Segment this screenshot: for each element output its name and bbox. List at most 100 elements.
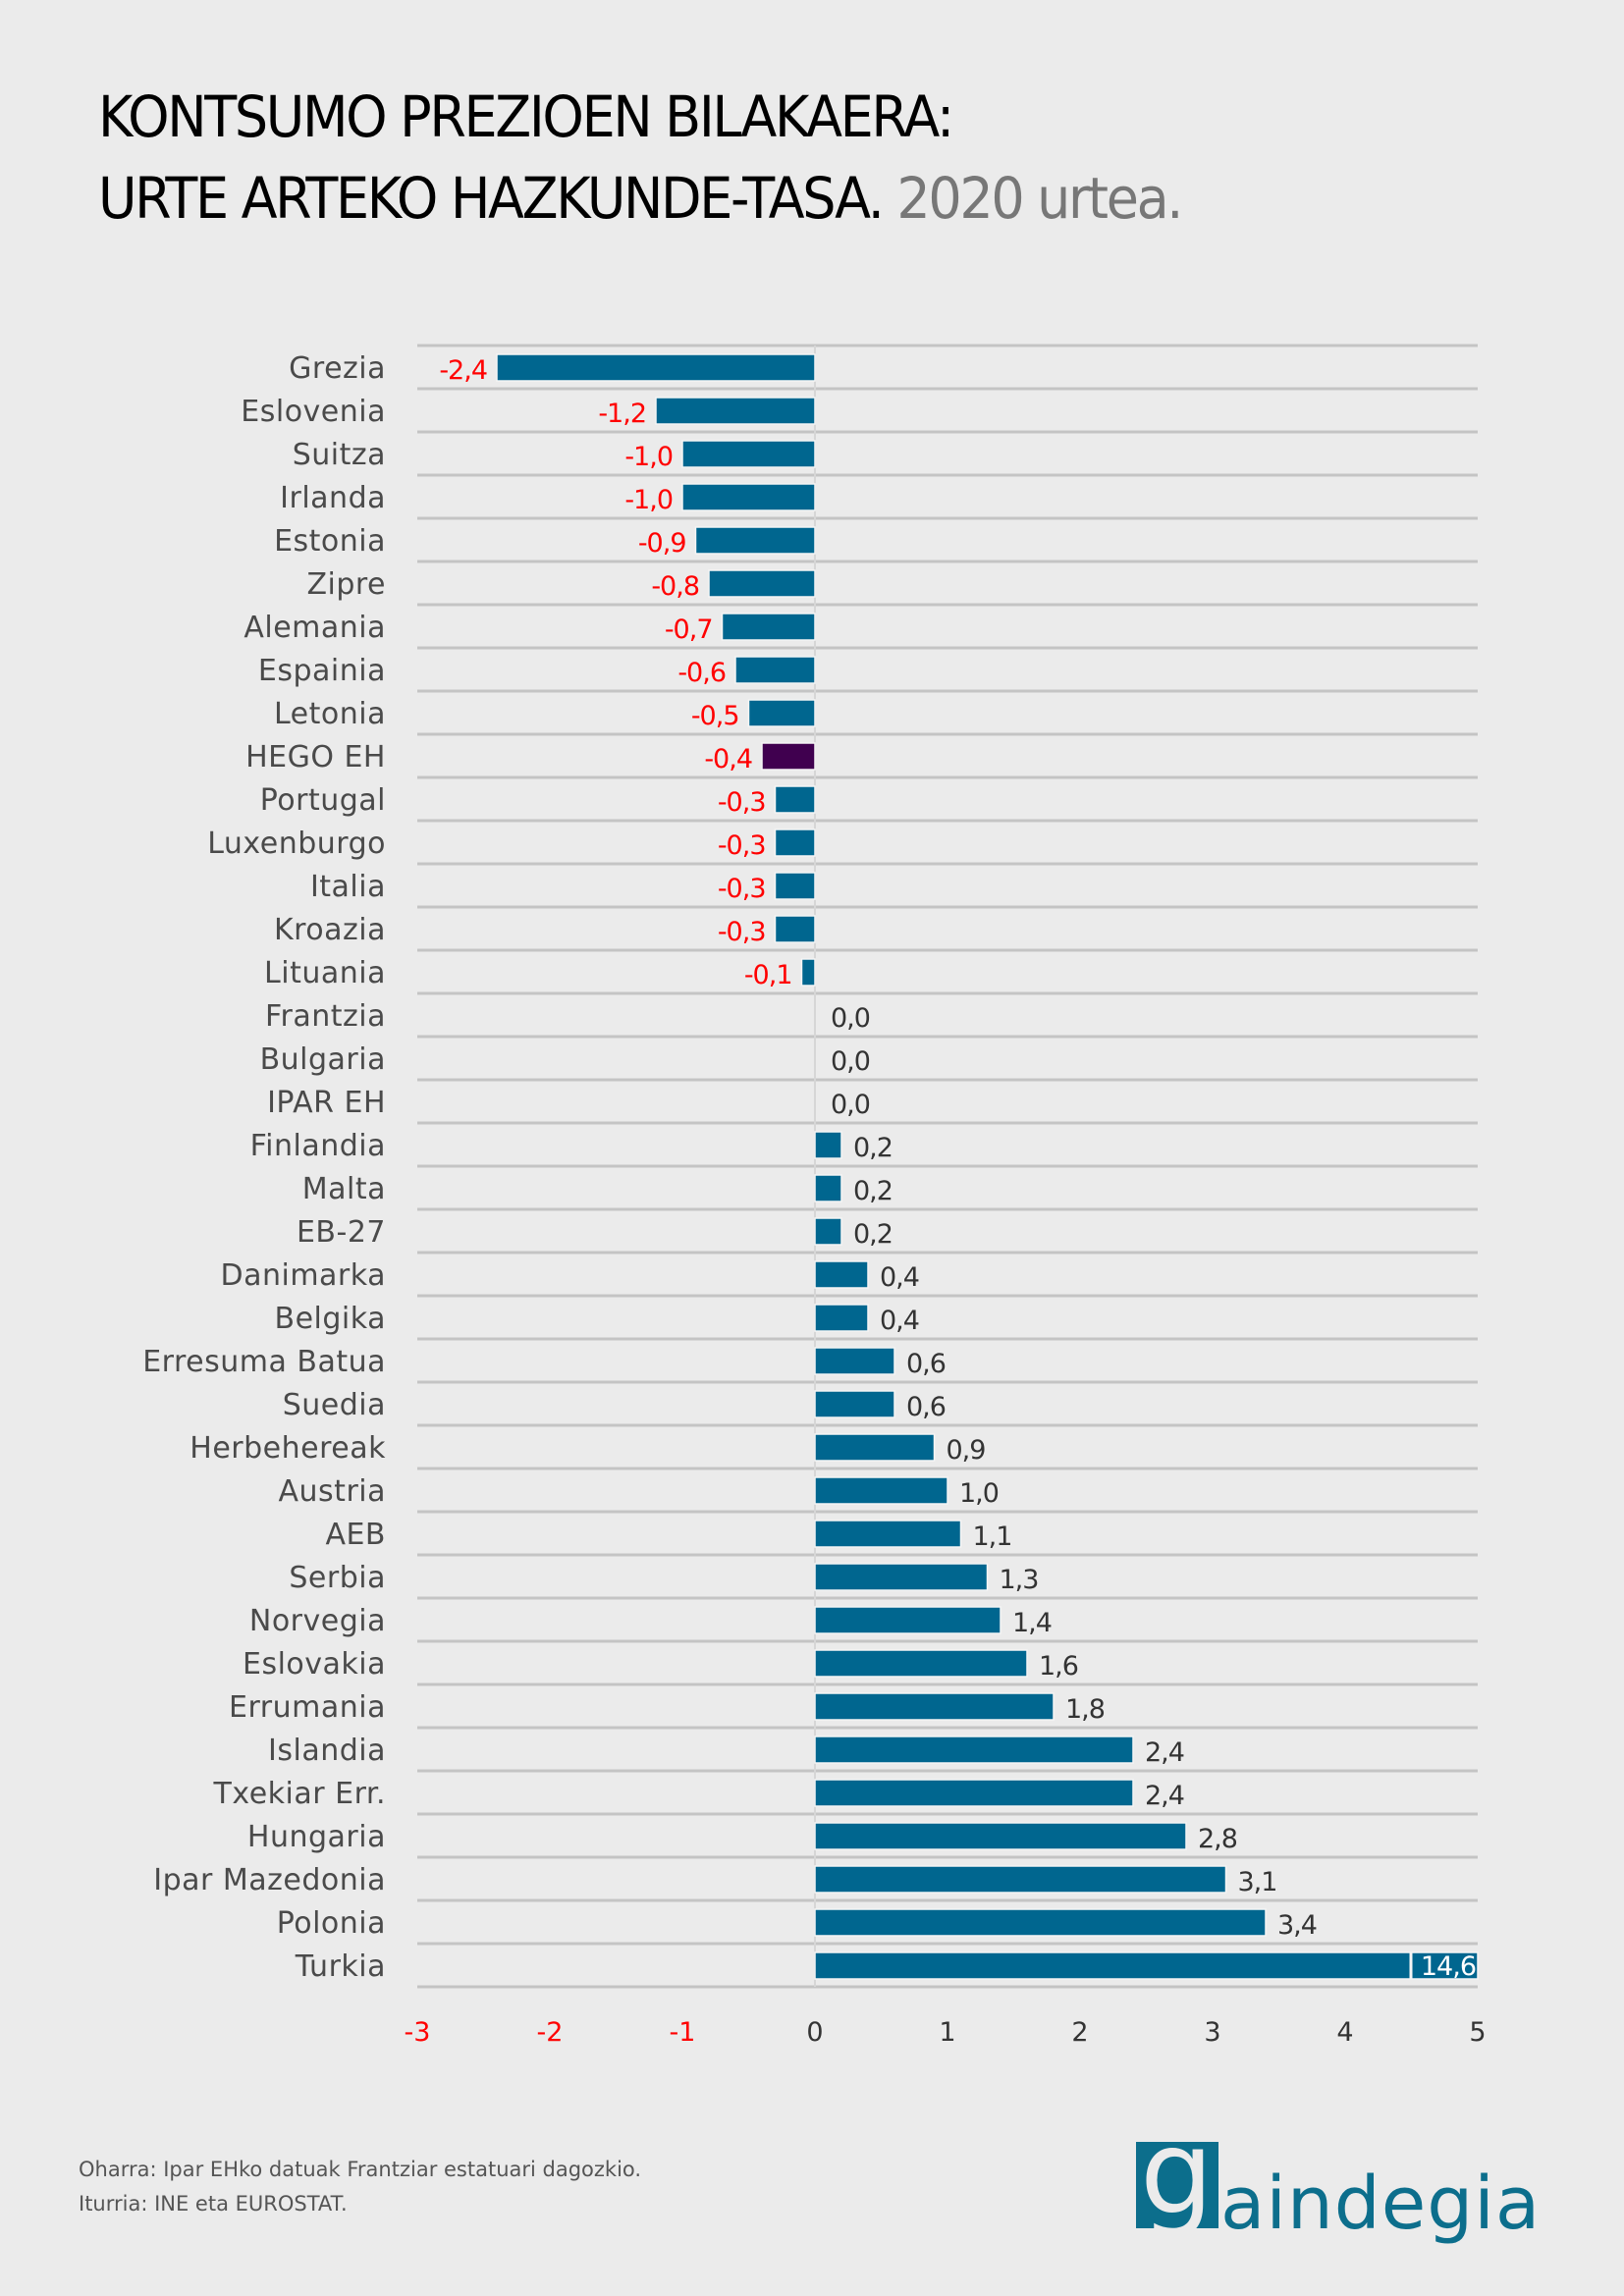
value-label: -0,3	[718, 874, 766, 904]
bar-zipre	[708, 569, 816, 598]
category-label: HEGO EH	[245, 740, 386, 774]
bar-eb-27	[814, 1217, 842, 1246]
bar-italia	[774, 872, 816, 900]
value-label: 1,8	[1065, 1694, 1105, 1725]
title-line-1: KONTSUMO PREZIOEN BILAKAERA:	[98, 83, 954, 150]
bar-suitza	[681, 440, 816, 468]
category-label: Erresuma Batua	[142, 1345, 386, 1379]
footer: Oharra: Ipar EHko datuak Frantziar estat…	[79, 2153, 641, 2221]
bar-portugal	[774, 785, 816, 814]
category-label: Luxenburgo	[207, 827, 386, 861]
x-tick-label: -1	[670, 2017, 696, 2048]
value-label: 2,8	[1198, 1824, 1237, 1854]
category-label: Austria	[279, 1474, 386, 1509]
category-label: Islandia	[268, 1734, 386, 1768]
bar-belgika	[814, 1304, 869, 1332]
logo-wordmark: aindegia	[1220, 2162, 1542, 2246]
bar-alemania	[721, 613, 816, 641]
category-label: Malta	[302, 1172, 386, 1206]
value-label: 0,0	[831, 1046, 870, 1077]
category-label: Alemania	[244, 611, 386, 645]
bar-espainia	[734, 656, 816, 684]
value-label: 1,6	[1039, 1651, 1078, 1682]
bar-errumania	[814, 1692, 1055, 1721]
category-label: Belgika	[275, 1302, 386, 1336]
category-label: Bulgaria	[260, 1042, 386, 1077]
gridlines	[417, 344, 1478, 1989]
chart-title: KONTSUMO PREZIOEN BILAKAERA: URTE ARTEKO…	[98, 77, 1183, 240]
value-label: 0,9	[947, 1435, 986, 1466]
category-label: Grezia	[289, 351, 386, 386]
category-label: Letonia	[274, 697, 386, 731]
category-label: Espainia	[258, 654, 386, 688]
category-label: Zipre	[306, 567, 386, 602]
category-label: Ipar Mazedonia	[153, 1863, 386, 1897]
value-label: 0,2	[853, 1176, 893, 1206]
bar-serbia	[814, 1563, 989, 1591]
value-label: 0,0	[831, 1003, 870, 1034]
category-label: Finlandia	[250, 1129, 386, 1163]
bar-luxenburgo	[774, 828, 816, 857]
bar-kroazia	[774, 915, 816, 943]
value-label: 1,0	[959, 1478, 999, 1509]
value-label: -0,7	[665, 614, 713, 645]
bars	[496, 353, 1479, 1980]
footer-source: Iturria: INE eta EUROSTAT.	[79, 2192, 348, 2216]
value-label: 3,4	[1277, 1910, 1317, 1941]
logo-mark: g	[1136, 2142, 1218, 2228]
category-label: Suitza	[293, 438, 386, 472]
category-label: Irlanda	[280, 481, 386, 515]
bar-suedia	[814, 1390, 895, 1418]
bar-polonia	[814, 1908, 1267, 1937]
category-label: Portugal	[260, 783, 386, 818]
category-label: EB-27	[297, 1215, 386, 1250]
value-label: 1,3	[1000, 1565, 1039, 1595]
value-label: -1,0	[624, 442, 673, 472]
value-label: -0,3	[718, 830, 766, 861]
x-tick-label: -2	[537, 2017, 564, 2048]
x-tick-label: -3	[405, 2017, 431, 2048]
x-tick-label: 3	[1204, 2017, 1220, 2048]
value-label: -1,2	[598, 399, 646, 429]
bar-austria	[814, 1476, 948, 1505]
value-label: 1,4	[1012, 1608, 1052, 1638]
title-year: 2020 urtea.	[896, 165, 1183, 232]
bar-estonia	[694, 526, 816, 555]
x-tick-label: 1	[939, 2017, 955, 2048]
bar-malta	[814, 1174, 842, 1202]
category-label: IPAR EH	[267, 1086, 386, 1120]
bar-islandia	[814, 1735, 1134, 1764]
x-tick-label: 5	[1469, 2017, 1486, 2048]
bar-danimarka	[814, 1260, 869, 1289]
value-label: -0,3	[718, 917, 766, 947]
x-tick-label: 0	[806, 2017, 823, 2048]
value-label: 14,6	[1421, 1951, 1476, 1982]
category-label: AEB	[325, 1518, 386, 1552]
bar-lituania	[800, 958, 816, 987]
value-labels: -2,4 -1,2 -1,0 -1,0 -0,9 -0,8 -0,7 -0,6 -0,5 -0,4…	[439, 355, 1477, 1982]
value-label: 0,4	[880, 1262, 919, 1293]
category-label: Turkia	[295, 1949, 386, 1984]
category-label: Herbehereak	[189, 1431, 386, 1466]
bar-eslovenia	[655, 397, 816, 425]
bar-norvegia	[814, 1606, 1001, 1634]
value-label: -2,4	[439, 355, 487, 386]
x-axis-ticks: -3 -2 -1 0 1 2 3 4 5	[405, 2017, 1487, 2048]
category-label: Eslovakia	[243, 1647, 386, 1682]
bar-hungaria	[814, 1822, 1187, 1850]
value-label: 3,1	[1238, 1867, 1277, 1897]
footer-note: Oharra: Ipar EHko datuak Frantziar estat…	[79, 2158, 642, 2181]
bar-txekiar-err-	[814, 1779, 1134, 1807]
category-label: Kroazia	[274, 913, 386, 947]
bar-erresuma-batua	[814, 1347, 895, 1375]
value-label: 0,6	[906, 1349, 946, 1379]
x-tick-label: 2	[1071, 2017, 1088, 2048]
category-label: Eslovenia	[241, 395, 386, 429]
value-label: 0,4	[880, 1306, 919, 1336]
value-label: 2,4	[1145, 1781, 1184, 1811]
category-label: Txekiar Err.	[213, 1777, 386, 1811]
category-label: Errumania	[229, 1690, 386, 1725]
value-label: -0,1	[744, 960, 792, 990]
category-label: Frantzia	[265, 999, 386, 1034]
value-label: 1,1	[973, 1522, 1012, 1552]
